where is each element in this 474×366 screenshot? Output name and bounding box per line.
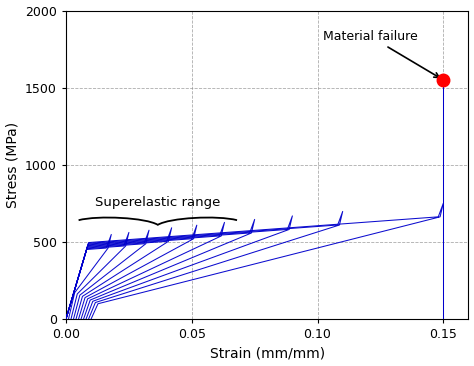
- Y-axis label: Stress (MPa): Stress (MPa): [6, 122, 19, 208]
- Text: Material failure: Material failure: [323, 30, 439, 78]
- Text: Superelastic range: Superelastic range: [95, 197, 220, 209]
- X-axis label: Strain (mm/mm): Strain (mm/mm): [210, 347, 325, 361]
